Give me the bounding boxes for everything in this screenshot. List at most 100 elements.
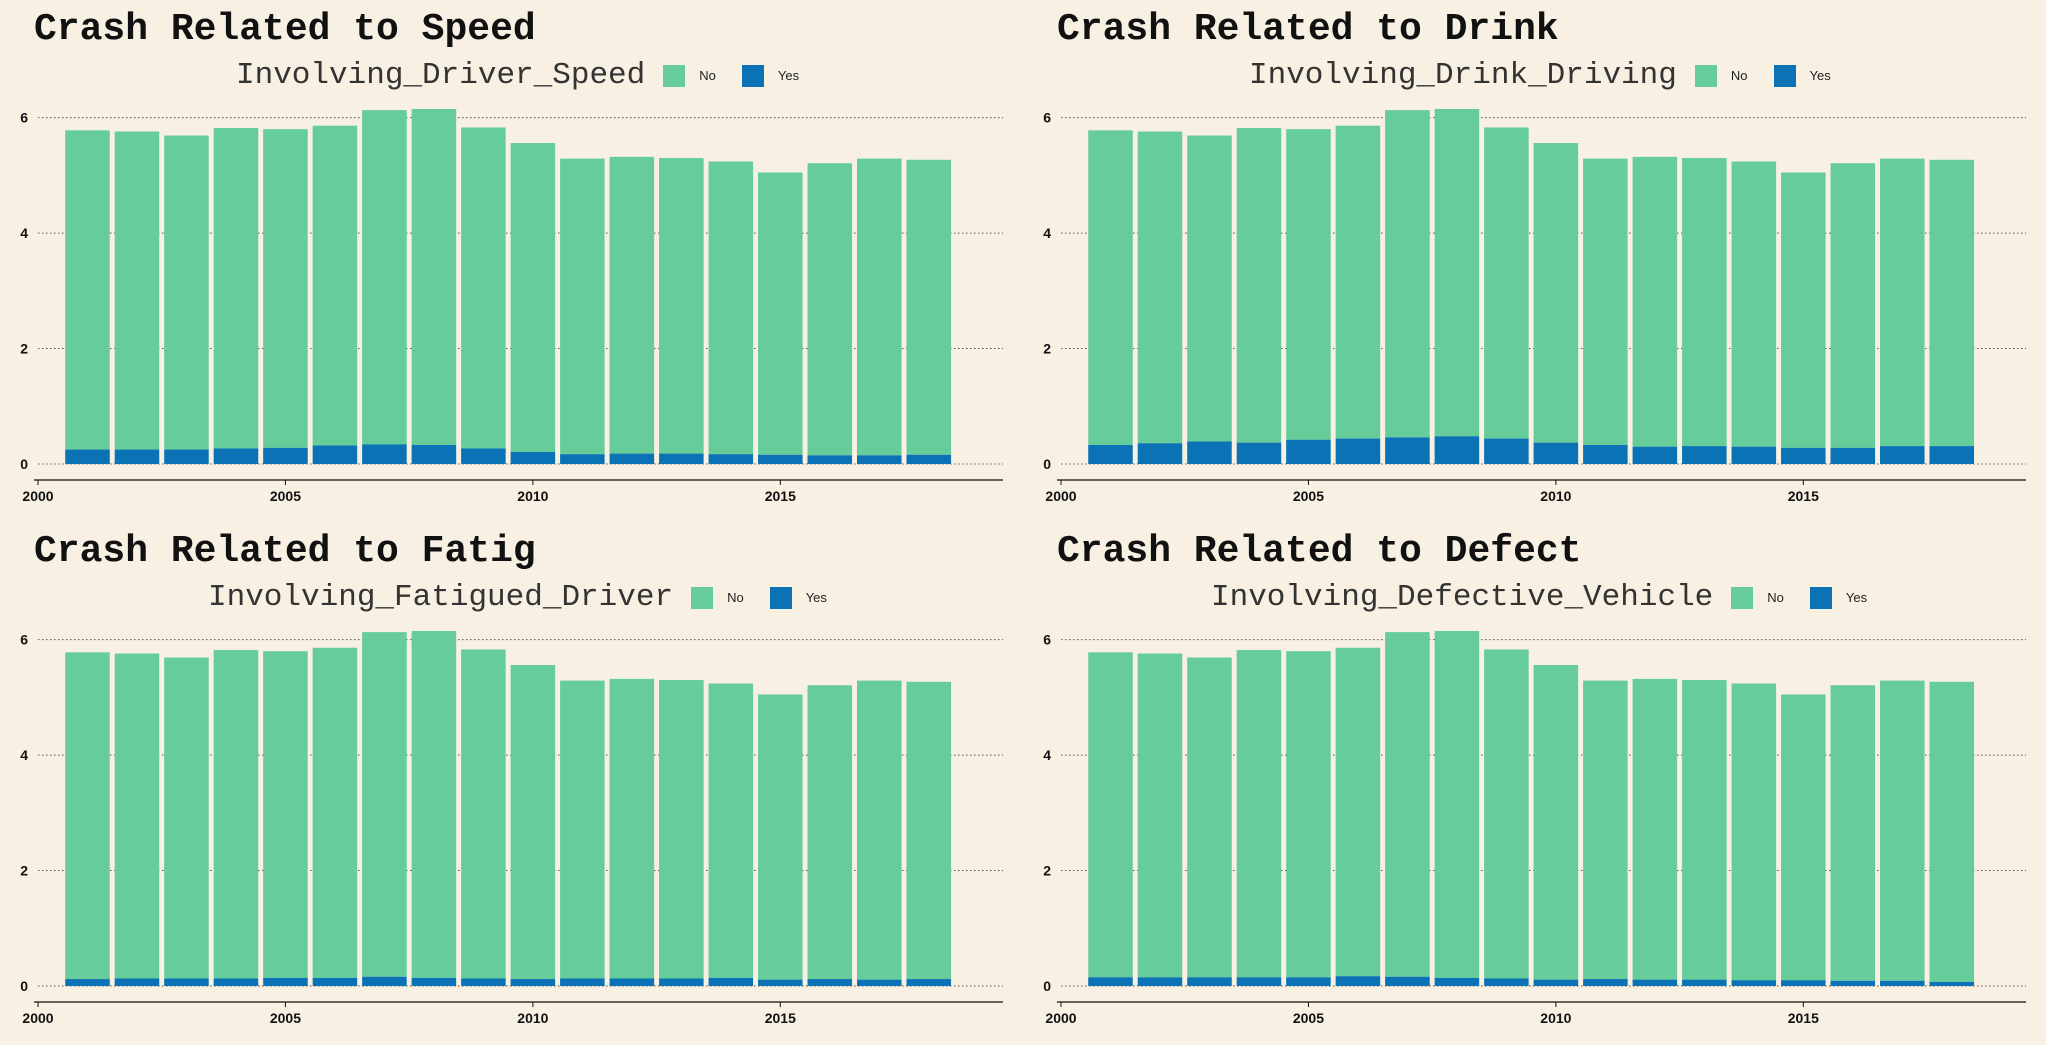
legend-key-no [1731, 586, 1754, 609]
x-tick-label: 2005 [1293, 488, 1324, 504]
y-tick-label: 4 [20, 747, 28, 763]
bar-segment-yes [263, 447, 308, 464]
x-tick-label: 2005 [1293, 1010, 1324, 1026]
bar-segment-yes [1583, 979, 1628, 986]
bar-segment-yes [609, 978, 655, 986]
bar-segment-yes [1187, 977, 1232, 986]
y-tick-label: 6 [1043, 110, 1051, 126]
plot-area: 0 2 4 6 2000 2005 2010 2015 [1043, 108, 2026, 504]
bar-segment-yes [1286, 977, 1331, 986]
bar-segment-no [1830, 163, 1876, 448]
y-tick-label: 0 [1043, 456, 1051, 472]
legend: Involving_Driver_Speed No Yes [236, 58, 825, 93]
legend-key-no [691, 586, 714, 609]
x-tick-label: 2010 [1540, 1010, 1571, 1026]
bar-segment-no [411, 630, 457, 978]
bar-segment-no [1385, 110, 1430, 438]
bar-segment-yes [362, 444, 407, 464]
legend-key-yes [741, 64, 764, 87]
bar-segment-yes [1236, 442, 1282, 464]
bar-segment-no [1880, 680, 1925, 981]
bar-segment-yes [411, 977, 457, 986]
legend-title: Involving_Driver_Speed [236, 58, 646, 93]
bar-segment-no [312, 125, 358, 446]
bar-segment-yes [461, 978, 506, 986]
bar-segment-yes [510, 979, 556, 986]
bar-segment-yes [807, 979, 853, 986]
bar-segment-no [312, 647, 358, 978]
plot-area: 0 2 4 6 2000 2005 2010 2015 [1043, 630, 2026, 1026]
bar-segment-no [263, 129, 308, 448]
bar-segment-yes [1137, 977, 1183, 986]
bar-segment-yes [1533, 442, 1579, 464]
bar-segment-yes [1731, 446, 1777, 464]
bar-segment-yes [560, 978, 605, 986]
legend-label-yes: Yes [1809, 68, 1831, 83]
bar-segment-yes [1731, 980, 1777, 986]
bar-segment-no [1236, 128, 1282, 443]
legend-key-yes [769, 586, 792, 609]
bar-segment-no [1286, 129, 1331, 440]
bar-segment-no [1088, 652, 1133, 978]
bar-segment-yes [906, 454, 952, 464]
bar-segment-yes [1137, 443, 1183, 464]
bar-segment-yes [1781, 980, 1826, 986]
bar-segment-yes [1088, 977, 1133, 986]
bar-segment-no [1335, 125, 1381, 439]
y-tick-label: 6 [1043, 632, 1051, 648]
bar-segment-no [65, 652, 110, 980]
bar-segment-no [758, 694, 803, 980]
bar-segment-yes [411, 444, 457, 464]
bar-segment-no [1236, 650, 1282, 978]
bar-segment-no [1880, 158, 1925, 447]
bar-segment-yes [1484, 438, 1529, 464]
bar-segment-no [1830, 685, 1876, 981]
bar-segment-yes [164, 978, 209, 986]
y-tick-label: 2 [20, 341, 28, 357]
bar-segment-no [906, 159, 952, 455]
legend-label-yes: Yes [805, 590, 827, 605]
legend: Involving_Fatigued_Driver No Yes [208, 580, 853, 615]
legend: Involving_Defective_Vehicle No Yes [1211, 580, 1893, 615]
legend-key-no [663, 64, 686, 87]
bar-segment-no [560, 158, 605, 455]
bar-segment-no [807, 685, 853, 980]
bar-segment-no [1682, 680, 1727, 980]
bar-segment-yes [857, 979, 902, 986]
bar-segment-yes [312, 445, 358, 464]
bar-segment-yes [560, 454, 605, 464]
y-tick-label: 0 [20, 978, 28, 994]
bar-segment-yes [362, 976, 407, 986]
bar-segment-no [1137, 653, 1183, 978]
bar-segment-no [114, 131, 160, 450]
bar-segment-yes [114, 978, 160, 986]
chart-title: Crash Related to Speed [34, 8, 536, 51]
bar-segment-yes [659, 453, 704, 464]
y-tick-label: 0 [1043, 978, 1051, 994]
legend-label-no: No [727, 590, 744, 605]
bar-segment-no [1583, 158, 1628, 445]
bar-segment-no [609, 678, 655, 979]
bar-segment-yes [1682, 446, 1727, 464]
x-tick-label: 2000 [22, 1010, 53, 1026]
bar-segment-yes [659, 978, 704, 986]
bar-segment-yes [1335, 438, 1381, 464]
bar-segment-no [906, 681, 952, 980]
bar-segment-yes [1484, 978, 1529, 986]
y-tick-label: 2 [1043, 863, 1051, 879]
bar-segment-no [362, 110, 407, 445]
bar-segment-no [708, 683, 754, 978]
legend-title: Involving_Fatigued_Driver [208, 580, 674, 615]
bar-segment-no [461, 649, 506, 979]
bar-segment-yes [1929, 981, 1975, 986]
bar-segment-no [461, 127, 506, 449]
y-tick-label: 4 [20, 225, 28, 241]
bar-segment-no [1484, 649, 1529, 979]
bar-segment-no [1583, 680, 1628, 980]
bar-segment-no [1632, 156, 1678, 447]
y-tick-label: 4 [1043, 747, 1051, 763]
bar-segment-yes [708, 454, 754, 464]
bar-segment-yes [758, 979, 803, 986]
bar-segment-yes [906, 979, 952, 986]
bar-segment-yes [65, 979, 110, 986]
